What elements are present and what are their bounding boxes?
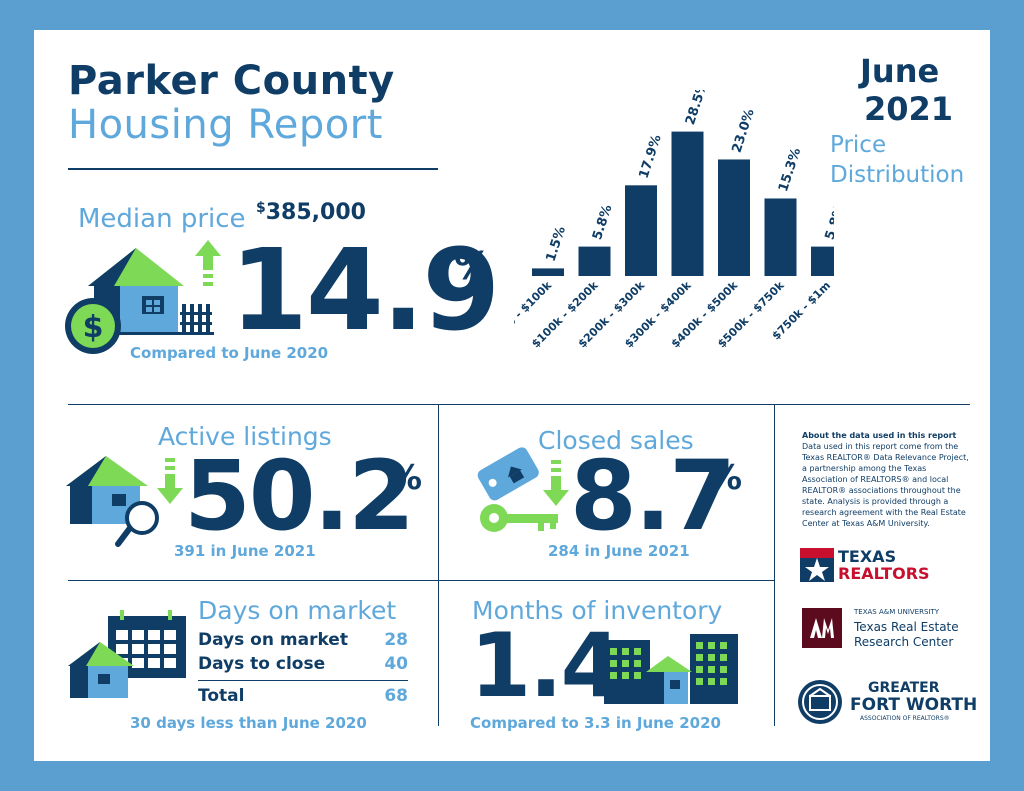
days-on-market-comparison: 30 days less than June 2020 [130, 714, 367, 732]
tamu-logo-icon [802, 608, 842, 648]
gfw-logo-line2: FORT WORTH [850, 695, 978, 715]
chart-data-label: 28.5% [683, 90, 711, 127]
median-price-symbol: $ [256, 200, 266, 216]
closed-sales-detail: 284 in June 2021 [548, 542, 690, 560]
median-price-change: 14.9 [230, 226, 500, 356]
months-of-inventory-comparison: Compared to 3.3 in June 2020 [470, 714, 721, 732]
active-listings-change: 50.2 [184, 440, 415, 552]
months-of-inventory-value: 1.4 [470, 614, 622, 717]
report-title-line1: Parker County [68, 58, 395, 104]
days-to-close-row-value: 40 [384, 654, 408, 674]
texas-realtors-logo-icon [800, 548, 834, 582]
section-divider-vertical-1 [438, 404, 439, 726]
section-divider-horizontal-2 [68, 580, 774, 581]
chart-data-label: 15.3% [776, 146, 804, 194]
report-year: 2021 [864, 90, 954, 128]
median-price-value: $385,000 [256, 200, 366, 225]
about-heading: About the data used in this report [802, 431, 957, 440]
up-arrow-icon [195, 240, 221, 286]
gfw-logo-line1: GREATER [868, 680, 940, 696]
texas-realtors-logo-line1: TEXAS [838, 547, 897, 566]
distribution-label-line1: Price [830, 132, 887, 158]
chart-data-label: 23.0% [730, 107, 758, 155]
active-listings-change-unit: % [388, 458, 423, 498]
title-divider [68, 168, 438, 170]
days-total-divider [198, 680, 408, 681]
report-card: Parker County Housing Report June 2021 P… [34, 30, 990, 761]
days-on-market-row: Days on market 28 [198, 630, 408, 650]
chart-bar [625, 185, 657, 276]
active-listings-label: Active listings [158, 422, 332, 451]
section-divider-vertical-2 [774, 404, 775, 726]
about-body: Data used in this report come from the T… [802, 442, 969, 528]
chart-bar [764, 198, 797, 276]
days-on-market-row-label: Days on market [198, 630, 348, 650]
about-the-data: About the data used in this report Data … [802, 430, 972, 529]
median-price-comparison: Compared to June 2020 [130, 344, 329, 362]
buildings-icon [604, 634, 738, 704]
closed-sales-down-arrow-icon [543, 460, 569, 506]
closed-sales-label: Closed sales [538, 426, 694, 455]
chart-data-label: 5.8% [590, 203, 615, 242]
house-magnifier-icon [66, 456, 159, 547]
days-total-value: 68 [384, 686, 408, 706]
days-to-close-row: Days to close 40 [198, 654, 408, 674]
gfw-logo-icon [798, 680, 842, 724]
chart-bar [532, 268, 564, 276]
days-to-close-row-label: Days to close [198, 654, 326, 674]
house-dollar-icon: $ [65, 248, 214, 354]
gfw-logo-line3: ASSOCIATION OF REALTORS® [860, 715, 950, 722]
days-total-label: Total [198, 686, 245, 706]
chart-bar [671, 131, 704, 276]
chart-bar [811, 246, 834, 276]
active-listings-detail: 391 in June 2021 [174, 542, 316, 560]
tamu-university-name: TEXAS A&M UNIVERSITY [854, 608, 940, 616]
days-on-market-row-value: 28 [384, 630, 408, 650]
texas-realtors-logo-line2: REALTORS [838, 564, 930, 583]
chart-data-label: 5.8% [823, 203, 834, 242]
report-month: June [860, 52, 940, 90]
chart-data-label: 1.5% [544, 225, 569, 264]
chart-data-label: 17.9% [637, 133, 665, 181]
chart-bar [718, 159, 750, 276]
tamu-center-line1: Texas Real Estate [854, 620, 959, 634]
svg-text:$: $ [83, 310, 104, 345]
months-of-inventory-label: Months of inventory [472, 596, 723, 625]
median-price-change-unit: % [454, 244, 493, 288]
median-price-number: 385,000 [265, 200, 366, 225]
median-price-label: Median price [78, 204, 246, 234]
closed-sales-change-unit: % [708, 458, 743, 498]
section-divider-horizontal-1 [68, 404, 970, 405]
distribution-label-line2: Distribution [830, 162, 965, 188]
chart-bar [578, 246, 611, 276]
days-on-market-label: Days on market [198, 596, 397, 625]
tag-key-icon [477, 447, 558, 532]
active-listings-down-arrow-icon [157, 458, 183, 504]
days-total-row: Total 68 [198, 686, 408, 706]
calendar-house-icon [68, 610, 186, 698]
tamu-center-line2: Research Center [854, 635, 954, 649]
closed-sales-change: 8.7 [570, 440, 736, 552]
report-title-line2: Housing Report [68, 102, 383, 148]
